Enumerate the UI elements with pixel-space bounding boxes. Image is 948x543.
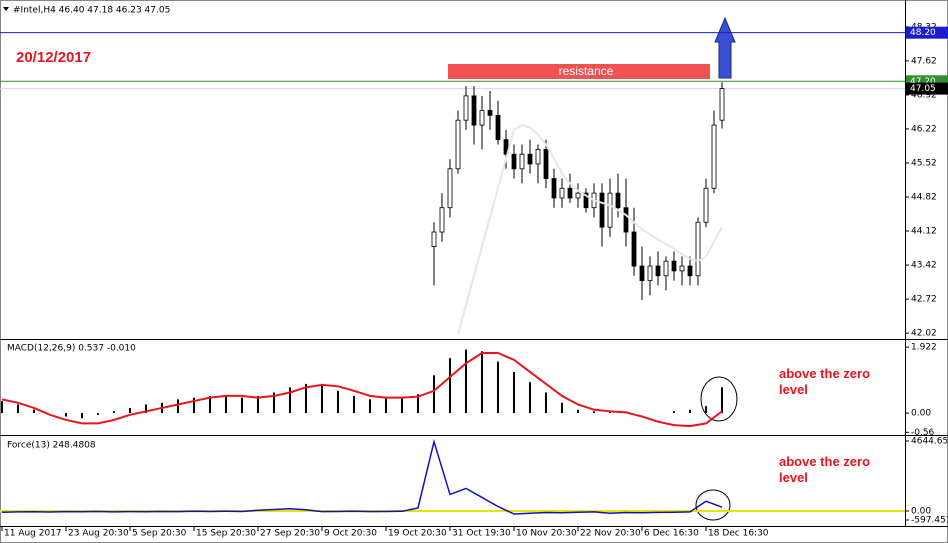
y-tick-label: 44.12 [911, 227, 937, 237]
candle-body [559, 187, 565, 199]
candle-body [663, 260, 669, 277]
y-tick-label: 42.72 [911, 295, 937, 305]
candle-body [487, 110, 493, 116]
level-label-box [906, 26, 948, 39]
candle-body [463, 95, 469, 121]
y-tick-label: 4644.650 [911, 436, 948, 446]
highlight-circle [700, 376, 738, 422]
macd-note: above the zero level [779, 366, 871, 397]
x-tick-label: 27 Sep 20:30 [260, 529, 320, 539]
x-tick-label: 15 Sep 20:30 [196, 529, 256, 539]
candle-body [479, 110, 485, 126]
price-header: #Intel,H4 46.40 47.18 46.23 47.05 [13, 6, 170, 16]
candle-body [711, 124, 717, 189]
level-label: 48.20 [910, 28, 936, 38]
candle-body [719, 88, 725, 121]
x-tick-label: 22 Nov 20:30 [580, 529, 641, 539]
y-tick-label: 0.00 [911, 409, 931, 419]
candle-body [687, 265, 693, 277]
x-tick-label: 31 Oct 19:30 [452, 529, 511, 539]
y-tick-label: 46.92 [911, 90, 937, 100]
x-tick-label: 10 Nov 20:30 [516, 529, 577, 539]
candle-body [447, 168, 453, 209]
y-tick-label: 1.922 [911, 343, 937, 353]
x-tick-label: 23 Aug 20:30 [68, 529, 129, 539]
candle-body [679, 265, 685, 272]
candle-body [551, 178, 557, 199]
date-annotation: 20/12/2017 [16, 49, 91, 66]
y-tick-label: 45.52 [911, 158, 937, 168]
candle-body [703, 187, 709, 223]
y-tick-label: -0.56 [911, 428, 935, 438]
y-tick-label: 46.22 [911, 124, 937, 134]
level-label: 47.05 [910, 84, 936, 94]
force-note: above the zero level [779, 454, 871, 485]
candle-body [471, 95, 477, 126]
candle-body [495, 114, 501, 141]
y-tick-label: 44.82 [911, 193, 937, 203]
candle-body [639, 265, 645, 282]
x-tick-label: 11 Aug 2017 [4, 529, 62, 539]
y-tick-label: 43.42 [911, 261, 937, 271]
moving-average [457, 123, 723, 335]
candle-body [567, 187, 573, 199]
candle-body [615, 192, 621, 209]
candle-body [511, 153, 517, 170]
resistance-box [448, 64, 710, 79]
highlight-circle [695, 489, 731, 521]
candle-body [647, 265, 653, 282]
candle-body [623, 207, 629, 233]
x-tick-label: 18 Dec 16:30 [708, 529, 769, 539]
force-line [1, 438, 723, 515]
resistance-label: resistance [559, 64, 614, 78]
candle-body [671, 260, 677, 272]
candle-body [519, 153, 525, 170]
candle-body [583, 192, 589, 209]
x-tick-label: 19 Oct 20:30 [388, 529, 447, 539]
level-label-box [906, 82, 948, 95]
candle-body [607, 192, 613, 228]
candle-body [575, 192, 581, 199]
x-tick-label: 6 Dec 16:30 [644, 529, 699, 539]
level-label: 47.20 [910, 77, 936, 87]
y-tick-label: 47.62 [911, 56, 937, 66]
candle-body [455, 119, 461, 170]
y-tick-label: -597.451 [911, 516, 948, 526]
candle-body [439, 207, 445, 233]
y-tick-label: 42.02 [911, 329, 937, 339]
candle-body [695, 221, 701, 277]
candle-body [631, 231, 637, 267]
candle-body [535, 148, 541, 165]
candle-body [599, 192, 605, 228]
y-tick-label: 0.00 [911, 506, 931, 516]
candle-body [503, 139, 509, 155]
candle-body [527, 153, 533, 165]
candle-body [431, 231, 437, 247]
candle-body [543, 148, 549, 179]
force-header: Force(13) 248.4808 [7, 441, 96, 451]
candle-body [655, 265, 661, 277]
dropdown-icon[interactable] [3, 7, 9, 11]
macd-header: MACD(12,26,9) 0.537 -0.010 [7, 344, 136, 354]
signal-line [1, 352, 723, 428]
x-tick-label: 9 Oct 20:30 [324, 529, 377, 539]
x-tick-label: 5 Sep 20:30 [132, 529, 187, 539]
